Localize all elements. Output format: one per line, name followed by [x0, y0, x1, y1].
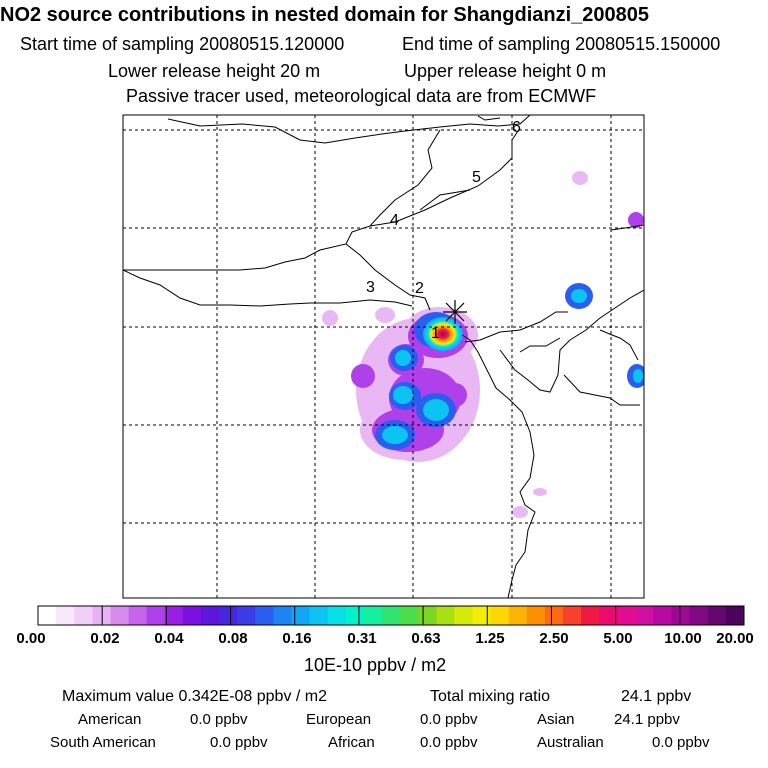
trajectory-label-1: 1: [431, 325, 440, 342]
colorbar-segment: [653, 606, 673, 625]
colorbar-segment: [581, 606, 600, 625]
colorbar-tick: 0.63: [411, 630, 441, 647]
map-grid: [123, 115, 644, 598]
start-time-label: Start time of sampling 20080515.120000: [20, 34, 345, 54]
chart-title: NO2 source contributions in nested domai…: [0, 4, 650, 26]
region-value: 0.0 ppbv: [190, 711, 248, 728]
colorbar-segment: [418, 606, 437, 625]
colorbar-segment: [345, 606, 365, 625]
plume-hotspot: [423, 317, 463, 351]
colorbar-segment: [490, 606, 510, 625]
tracer-note: Passive tracer used, meteorological data…: [126, 86, 597, 106]
colorbar-tick: 10.00: [664, 630, 702, 647]
region-value: 24.1 ppbv: [614, 711, 680, 728]
total-mixing-label: Total mixing ratio: [430, 688, 551, 705]
colorbar-segment: [164, 606, 184, 625]
colorbar-segment: [110, 606, 130, 625]
colorbar-segment: [255, 606, 274, 625]
colorbar-segment: [617, 606, 636, 625]
colorbar-segment: [599, 606, 618, 625]
region-name: American: [78, 711, 142, 728]
total-mixing-value: 24.1 ppbv: [621, 688, 692, 705]
plume-cyan-layer: [382, 289, 643, 444]
colorbar-segment: [273, 606, 292, 625]
plume-blue-layer: [375, 283, 644, 450]
colorbar-segment: [237, 606, 256, 625]
colorbar-tick: 2.50: [539, 630, 569, 647]
region-name: Asian: [537, 711, 575, 728]
colorbar-tick: 5.00: [603, 630, 633, 647]
trajectory-label-6: 6: [512, 119, 521, 136]
lower-release-label: Lower release height 20 m: [108, 61, 321, 81]
colorbar-tick: 0.04: [154, 630, 184, 647]
colorbar-segment: [56, 606, 75, 625]
colorbar-segment: [128, 606, 148, 625]
map-frame: [122, 114, 645, 599]
upper-release-label: Upper release height 0 m: [404, 61, 607, 81]
colorbar-segment: [436, 606, 455, 625]
region-name: South American: [50, 734, 156, 751]
colorbar-segment: [526, 606, 546, 625]
colorbar-segment: [689, 606, 709, 625]
colorbar-segment: [671, 606, 691, 625]
region-name: European: [306, 711, 372, 728]
colorbar-segment: [381, 606, 401, 625]
region-value: 0.0 ppbv: [652, 734, 710, 751]
colorbar-segment: [635, 606, 654, 625]
colorbar-segment: [219, 606, 238, 625]
region-name: Australian: [537, 734, 604, 751]
region-value: 0.0 ppbv: [210, 734, 268, 751]
colorbar-tick: 0.00: [16, 630, 46, 647]
colorbar-segment: [38, 606, 57, 625]
max-value-label: Maximum value 0.342E-08 ppbv / m2: [62, 688, 328, 705]
trajectory-label-3: 3: [366, 279, 375, 296]
colorbar-segment: [327, 606, 347, 625]
colorbar-tick: 20.00: [716, 630, 754, 647]
colorbar-frame: [37, 605, 745, 626]
colorbar-segment: [146, 606, 166, 625]
colorbar-segment: [309, 606, 329, 625]
colorbar-tick: 0.08: [218, 630, 248, 647]
colorbar-segment: [544, 606, 564, 625]
end-time-label: End time of sampling 20080515.150000: [402, 34, 721, 54]
colorbar-segment: [200, 606, 220, 625]
colorbar-tick: 0.16: [282, 630, 312, 647]
region-value: 0.0 ppbv: [420, 734, 478, 751]
trajectory-labels: 1 2 3 4 5 6: [366, 119, 521, 342]
region-value: 0.0 ppbv: [420, 711, 478, 728]
colorbar-segment: [291, 606, 311, 625]
colorbar-segment: [707, 606, 727, 625]
colorbar-tick: 0.02: [90, 630, 120, 647]
colorbar-tick: 0.31: [347, 630, 377, 647]
trajectory-label-4: 4: [390, 212, 399, 229]
colorbar: [38, 606, 745, 625]
colorbar-segment: [562, 606, 582, 625]
colorbar-segment: [363, 606, 383, 625]
colorbar-segment: [508, 606, 528, 625]
trajectory-label-2: 2: [415, 280, 424, 297]
colorbar-segment: [725, 606, 745, 625]
colorbar-unit: 10E-10 ppbv / m2: [304, 655, 447, 675]
colorbar-tick: 1.25: [475, 630, 505, 647]
colorbar-segment: [74, 606, 93, 625]
region-name: African: [328, 734, 375, 751]
colorbar-segment: [400, 606, 419, 625]
colorbar-segment: [472, 606, 492, 625]
colorbar-segment: [92, 606, 111, 625]
coastlines: [123, 115, 644, 598]
receptor-marker: [443, 300, 467, 324]
trajectory-label-5: 5: [472, 169, 481, 186]
colorbar-segment: [454, 606, 473, 625]
colorbar-segment: [182, 606, 202, 625]
